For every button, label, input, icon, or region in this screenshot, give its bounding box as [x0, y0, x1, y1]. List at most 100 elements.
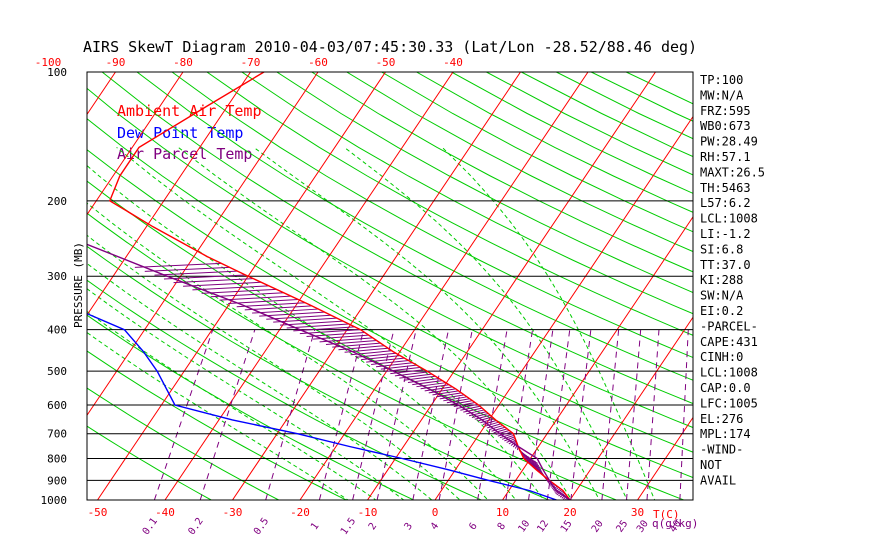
series-line-0 [108, 72, 571, 500]
dry-adiabat [87, 245, 550, 500]
legend-parcel: Air Parcel Temp [117, 145, 252, 163]
cape-hatch [553, 486, 560, 492]
cape-hatch [293, 326, 355, 332]
isotherm [637, 416, 693, 500]
mixing-ratio-label: 20 [590, 518, 606, 534]
cape-hatch [279, 320, 344, 326]
stat-label: EL:276 [700, 412, 743, 426]
stat-label: CINH:0 [700, 350, 743, 364]
bottom-temp-tick-label: 0 [432, 506, 439, 519]
isotherm [87, 72, 251, 316]
stat-label: -WIND- [700, 443, 743, 457]
cape-hatch [412, 380, 443, 386]
bottom-temp-tick-label: -40 [155, 506, 175, 519]
legend-dewpoint: Dew Point Temp [117, 124, 243, 142]
mixing-ratio-line [570, 329, 592, 500]
cape-hatch [424, 386, 453, 392]
mixing-ratio-label: 0.2 [186, 516, 205, 537]
top-temp-tick-label: -50 [376, 56, 396, 69]
cape-hatch [471, 413, 489, 419]
stat-label: RH:57.1 [700, 150, 751, 164]
cape-hatch [219, 295, 292, 301]
dry-adiabat [346, 72, 693, 253]
cape-hatch [450, 400, 473, 406]
dry-adiabat [206, 72, 693, 336]
cape-hatch [144, 266, 230, 272]
cape-hatch [299, 329, 361, 335]
mixing-ratio-label: 15 [559, 518, 575, 534]
bottom-temp-tick-label: -10 [358, 506, 378, 519]
stat-label: CAP:0.0 [700, 381, 751, 395]
cape-hatch [236, 302, 306, 308]
mixing-ratio-label: 8 [496, 521, 508, 532]
dry-adiabat [87, 425, 213, 500]
cape-hatch [474, 414, 491, 420]
isotherm [299, 72, 589, 500]
pressure-tick-label: 100 [47, 66, 67, 79]
dry-adiabat [87, 350, 348, 500]
cape-hatch [487, 423, 501, 429]
series-line-1 [87, 312, 557, 500]
y-axis-label: PRESSURE (MB) [72, 242, 85, 328]
stat-label: TH:5463 [700, 181, 751, 195]
cape-hatch [453, 402, 476, 408]
cape-hatch [428, 388, 456, 394]
cape-hatch [266, 314, 331, 320]
cape-hatch [523, 457, 536, 463]
cape-hatch [506, 437, 516, 443]
moist-adiabat [177, 147, 573, 500]
cape-hatch [468, 411, 487, 417]
cape-hatch [192, 285, 269, 291]
stat-label: WB0:673 [700, 119, 751, 133]
dry-adiabat [101, 72, 693, 405]
mixing-ratio-line [412, 329, 450, 500]
isotherm [502, 216, 693, 500]
cape-hatch [416, 382, 446, 388]
stat-label: LFC:1005 [700, 396, 758, 410]
mixing-ratio-line [546, 329, 571, 500]
axes: 1002003004005006007008009001000-120-110-… [35, 56, 765, 537]
moist-adiabat [253, 146, 601, 500]
stat-label: KI:288 [700, 273, 743, 287]
mixing-ratio-line [438, 329, 473, 500]
cape-hatch [521, 454, 532, 460]
dry-adiabat [87, 87, 693, 429]
isotherm [87, 72, 319, 417]
top-temp-tick-label: -90 [106, 56, 126, 69]
cape-hatch [443, 396, 468, 402]
dry-adiabat [87, 118, 693, 453]
top-temp-tick-label: -70 [241, 56, 261, 69]
isotherm [232, 72, 521, 500]
top-temp-tick-label: -40 [443, 56, 463, 69]
mixing-ratio-line [477, 329, 508, 500]
mixing-ratio-line [646, 329, 660, 500]
cape-hatch [497, 431, 512, 437]
stat-label: SI:6.8 [700, 242, 743, 256]
pressure-tick-label: 200 [47, 195, 67, 208]
cape-hatch [154, 270, 238, 276]
dry-adiabat [87, 387, 280, 500]
stat-label: TP:100 [700, 73, 743, 87]
cape-hatch [489, 425, 504, 431]
plot-frame [86, 71, 694, 501]
dry-adiabat [381, 72, 693, 233]
isotherm [164, 72, 454, 500]
pressure-tick-label: 400 [47, 324, 67, 337]
cape-hatch [484, 421, 499, 427]
series-line-2 [87, 243, 571, 500]
mixing-ratio-line [376, 329, 417, 500]
stat-label: CAPE:431 [700, 335, 758, 349]
isotherm [434, 115, 693, 500]
dry-adiabat [87, 279, 483, 500]
dry-adiabat [171, 72, 693, 359]
dry-adiabat [276, 72, 693, 294]
cape-hatch [252, 308, 319, 314]
cape-hatch [446, 398, 470, 404]
dry-adiabat [241, 72, 693, 315]
isotherm [840, 72, 870, 500]
cape-hatch [460, 405, 481, 411]
cape-hatch [493, 428, 508, 434]
dry-adiabat [136, 72, 693, 381]
bottom-temp-tick-label: -30 [223, 506, 243, 519]
cape-hatch [420, 384, 450, 390]
